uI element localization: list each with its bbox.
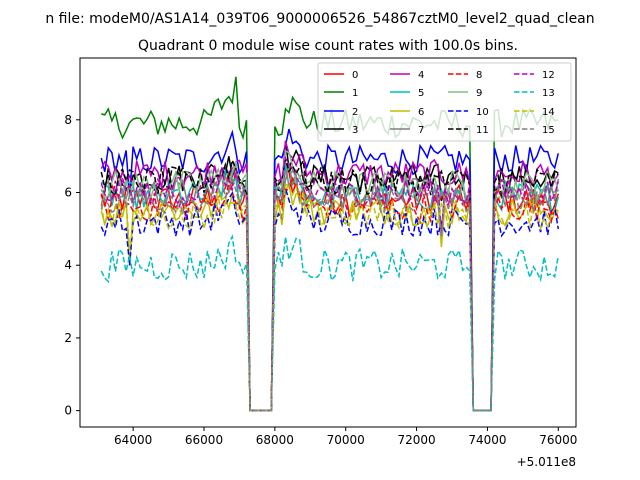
series-line-10 [100, 188, 560, 412]
legend-label-0: 0 [352, 70, 358, 81]
legend-label-5: 5 [418, 88, 424, 99]
series-line-9 [100, 149, 560, 412]
legend-box [317, 62, 572, 142]
chart-title: Quadrant 0 module wise count rates with … [138, 38, 518, 54]
legend-label-3: 3 [352, 125, 358, 136]
x-tick-label: 64000 [114, 433, 152, 447]
legend-label-15: 15 [542, 125, 555, 136]
series-line-13 [100, 234, 560, 412]
series-layer [100, 76, 560, 412]
y-tick-label: 8 [64, 113, 72, 127]
y-tick-label: 0 [64, 404, 72, 418]
legend-label-6: 6 [418, 107, 424, 118]
y-axis-ticks: 0 2 4 6 8 [64, 113, 80, 418]
x-tick-label: 68000 [256, 433, 294, 447]
series-line-6 [100, 181, 559, 412]
x-tick-label: 72000 [397, 433, 435, 447]
x-tick-label: 66000 [185, 433, 223, 447]
series-line-12 [100, 155, 560, 412]
series-line-15 [100, 167, 559, 412]
x-axis-offset-label: +5.011e8 [517, 455, 576, 469]
legend-label-11: 11 [476, 125, 489, 136]
plot-area-frame [79, 57, 577, 428]
x-axis-ticks: 64000 66000 68000 70000 72000 74000 76000 [114, 427, 577, 447]
legend-label-12: 12 [542, 70, 555, 81]
figure-suptitle: n file: modeM0/AS1A14_039T06_9000006526_… [45, 11, 594, 27]
legend-label-2: 2 [352, 107, 358, 118]
legend-label-9: 9 [476, 88, 482, 99]
legend-label-8: 8 [476, 70, 482, 81]
y-tick-label: 6 [64, 186, 72, 200]
y-tick-label: 2 [64, 331, 72, 345]
x-tick-label: 74000 [468, 433, 506, 447]
legend-label-14: 14 [542, 107, 555, 118]
legend-label-10: 10 [476, 107, 489, 118]
legend-label-4: 4 [418, 70, 424, 81]
series-line-14 [100, 183, 559, 412]
y-tick-label: 4 [64, 258, 72, 272]
x-tick-label: 76000 [539, 433, 577, 447]
legend-label-1: 1 [352, 88, 358, 99]
x-tick-label: 70000 [327, 433, 365, 447]
legend-label-7: 7 [418, 125, 424, 136]
legend-label-13: 13 [542, 88, 555, 99]
